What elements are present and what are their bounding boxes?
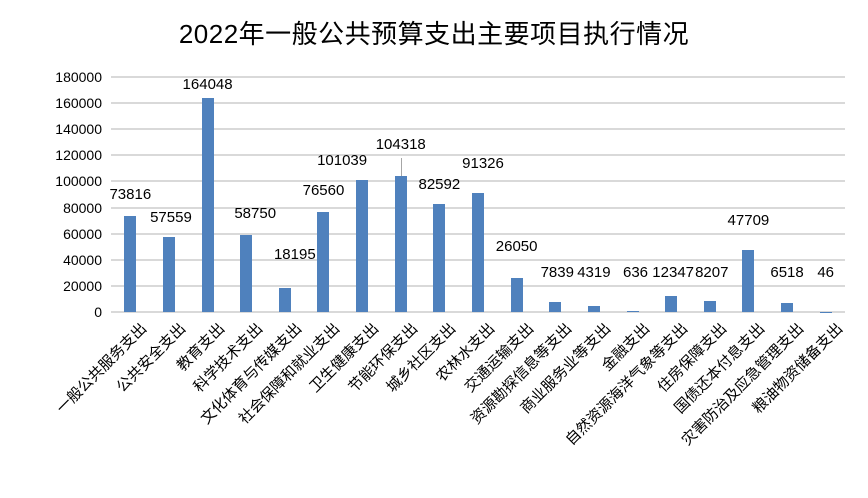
data-label: 4319 — [577, 264, 611, 281]
data-label: 6518 — [770, 264, 804, 281]
bar[interactable] — [703, 301, 716, 312]
bar[interactable] — [472, 192, 484, 312]
bar[interactable] — [356, 180, 369, 312]
y-axis-tick-label: 0 — [94, 304, 102, 320]
gridline — [111, 128, 845, 131]
bar[interactable] — [819, 311, 832, 313]
bar[interactable] — [201, 97, 214, 312]
data-label: 164048 — [182, 75, 233, 93]
gridline — [111, 180, 845, 183]
data-label: 76560 — [302, 182, 345, 200]
data-label: 91326 — [462, 154, 504, 172]
leader-line — [400, 157, 402, 176]
data-label: 18195 — [273, 246, 316, 264]
y-axis-tick-label: 40000 — [63, 251, 102, 268]
y-axis-tick-label: 120000 — [55, 147, 102, 164]
data-label: 636 — [623, 264, 649, 281]
gridline — [111, 311, 845, 313]
bar[interactable] — [433, 204, 446, 312]
data-label: 101039 — [317, 152, 368, 170]
bar[interactable] — [626, 311, 639, 313]
data-label: 46 — [817, 264, 835, 281]
data-label: 57559 — [150, 208, 192, 226]
data-label: 82592 — [418, 176, 461, 194]
gridline — [111, 76, 845, 78]
data-label: 73816 — [109, 185, 152, 203]
bar[interactable] — [665, 295, 678, 312]
y-axis-tick-label: 140000 — [55, 121, 102, 138]
bar[interactable] — [587, 306, 600, 312]
bar[interactable] — [240, 235, 253, 312]
data-label: 8207 — [695, 264, 729, 281]
bar[interactable] — [781, 303, 794, 312]
y-axis-tick-label: 20000 — [63, 277, 102, 294]
data-label: 104318 — [375, 135, 426, 153]
y-axis-tick-label: 160000 — [55, 95, 102, 112]
data-label: 7839 — [540, 264, 574, 281]
y-axis-tick-label: 80000 — [63, 199, 102, 216]
data-label: 47709 — [727, 211, 770, 229]
bar[interactable] — [278, 288, 291, 312]
y-axis-tick-label: 180000 — [55, 69, 102, 85]
bar[interactable] — [162, 236, 175, 312]
bar[interactable] — [549, 301, 562, 312]
gridline — [111, 102, 845, 105]
bar[interactable] — [394, 175, 407, 312]
data-label: 58750 — [234, 205, 277, 223]
data-label: 12347 — [652, 264, 695, 281]
bar[interactable] — [510, 277, 523, 312]
bar[interactable] — [317, 212, 330, 312]
chart-title: 2022年一般公共预算支出主要项目执行情况 — [178, 19, 690, 49]
bar[interactable] — [124, 215, 137, 312]
y-axis-tick-label: 100000 — [55, 173, 102, 190]
bar[interactable] — [742, 249, 755, 312]
gridline — [111, 154, 845, 157]
y-axis-tick-label: 60000 — [63, 225, 102, 242]
data-label: 26050 — [495, 237, 538, 255]
